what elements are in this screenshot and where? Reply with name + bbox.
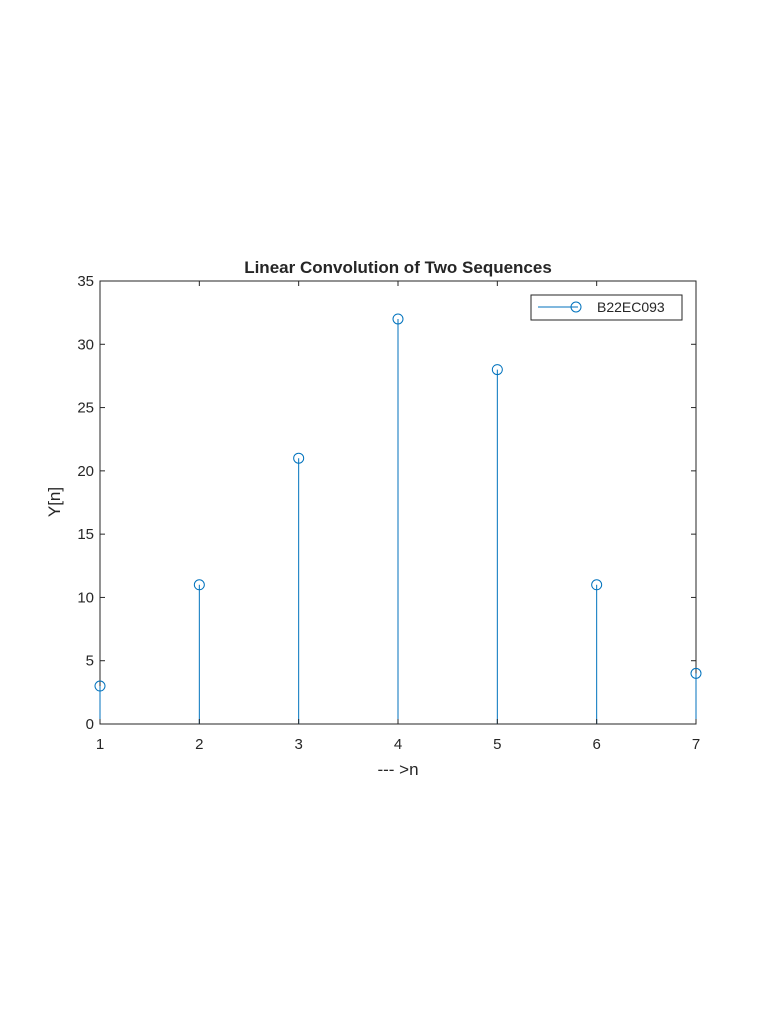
y-tick-label: 15 [77, 526, 94, 543]
legend-entry-label: B22EC093 [597, 299, 665, 315]
x-tick-label: 7 [692, 736, 700, 753]
stem-marker [193, 579, 205, 591]
x-axis-label: --- >n [377, 760, 418, 779]
x-tick-label: 4 [394, 736, 402, 753]
x-tick-label: 2 [195, 736, 203, 753]
stem-series [94, 313, 702, 724]
stem-marker [94, 680, 106, 692]
stem-marker [491, 364, 503, 376]
stem-marker [690, 667, 702, 679]
chart-title: Linear Convolution of Two Sequences [244, 258, 552, 277]
x-tick-label: 1 [96, 736, 104, 753]
y-tick-label: 0 [86, 716, 94, 733]
stem-marker [293, 452, 305, 464]
y-tick-label: 25 [77, 400, 94, 417]
legend: B22EC093 [530, 294, 683, 321]
y-tick-label: 5 [86, 653, 94, 670]
x-tick-label: 3 [294, 736, 302, 753]
x-axis-ticks: 1 2 3 4 5 6 7 [96, 281, 700, 753]
y-tick-label: 20 [77, 463, 94, 480]
y-tick-label: 35 [77, 273, 94, 290]
y-axis-ticks: 0 5 10 15 20 25 30 35 [77, 273, 696, 733]
x-tick-label: 5 [493, 736, 501, 753]
legend-marker-sample [570, 301, 582, 313]
x-tick-label: 6 [592, 736, 600, 753]
y-axis-label: Y[n] [45, 487, 64, 517]
y-tick-label: 10 [77, 589, 94, 606]
stem-marker [392, 313, 404, 325]
y-tick-label: 30 [77, 336, 94, 353]
stem-marker [591, 579, 603, 591]
